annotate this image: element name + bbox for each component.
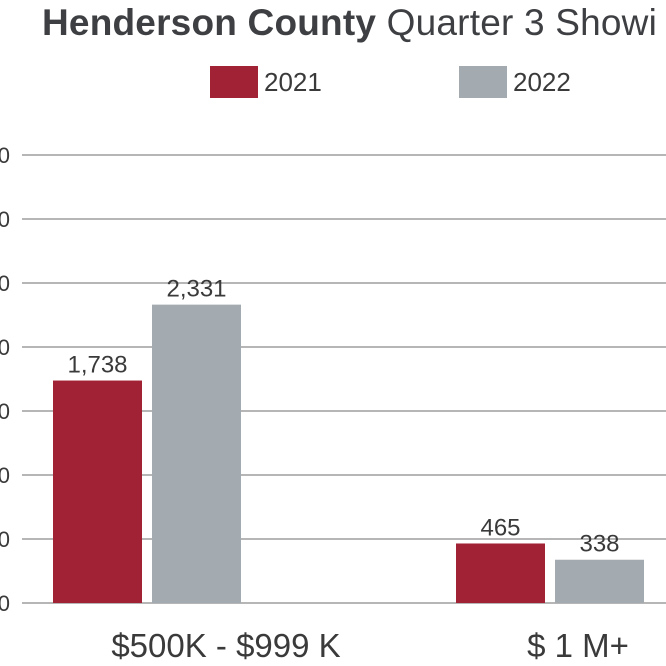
y-tick-label: 0 bbox=[0, 335, 10, 360]
y-tick-label: 0 bbox=[0, 143, 10, 168]
data-label-2021-2: 465 bbox=[480, 514, 520, 541]
bar-2021-2 bbox=[456, 543, 545, 603]
legend-item-2021: 2021 bbox=[210, 66, 322, 98]
data-label-2022-1: 2,331 bbox=[166, 276, 226, 303]
legend-swatch-2022 bbox=[459, 66, 507, 98]
y-tick-label: 0 bbox=[0, 271, 10, 296]
bar-2022-2 bbox=[555, 559, 644, 603]
data-label-2021-1: 1,738 bbox=[67, 352, 127, 379]
category-label-1: $500K - $999 K bbox=[111, 627, 340, 664]
data-label-2022-2: 338 bbox=[579, 531, 619, 558]
y-tick-label: 0 bbox=[0, 463, 10, 488]
legend-label-2022: 2022 bbox=[513, 66, 571, 97]
chart-title: Henderson County Quarter 3 Showi bbox=[42, 2, 657, 44]
y-tick-label: 0 bbox=[0, 527, 10, 552]
y-tick-label: 0 bbox=[0, 591, 10, 616]
legend-swatch-2021 bbox=[210, 66, 258, 98]
category-label-2: $ 1 M+ bbox=[527, 627, 629, 664]
legend-label-2021: 2021 bbox=[264, 66, 322, 97]
legend-item-2022: 2022 bbox=[459, 66, 571, 98]
bar-2021-1 bbox=[53, 380, 142, 603]
bar-2022-1 bbox=[152, 304, 241, 603]
y-tick-label: 0 bbox=[0, 207, 10, 232]
chart-title-rest: Quarter 3 Showi bbox=[376, 2, 657, 43]
chart-title-bold: Henderson County bbox=[42, 2, 377, 43]
y-tick-label: 0 bbox=[0, 399, 10, 424]
